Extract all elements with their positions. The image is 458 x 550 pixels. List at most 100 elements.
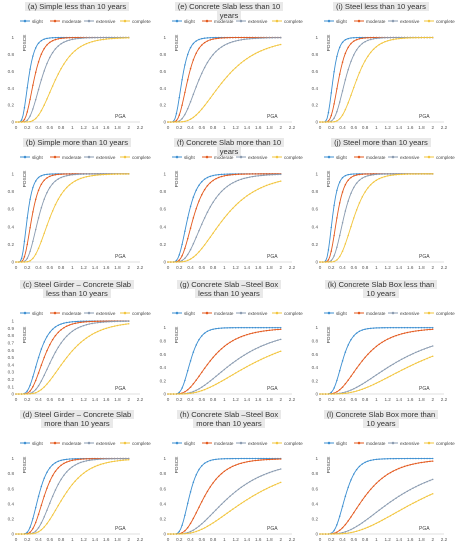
data-point-slight [212, 36, 214, 39]
y-tick-label: 0.8 [8, 189, 15, 194]
legend-entry: slight [324, 19, 347, 24]
data-point-complete [234, 506, 237, 508]
legend-marker [123, 19, 127, 23]
chart-title-line: (g) Concrete Slab –Steel Box [176, 280, 282, 289]
data-point-extensive [91, 459, 93, 461]
data-point-slight [209, 459, 212, 462]
x-tick-label: 1.4 [396, 537, 403, 542]
data-point-complete [102, 328, 105, 331]
data-point-slight [338, 46, 341, 48]
data-point-complete [226, 75, 228, 78]
legend-label: complete [284, 19, 303, 24]
data-point-extensive [88, 323, 91, 325]
data-point-complete [330, 121, 333, 123]
data-point-extensive [341, 90, 344, 92]
data-point-complete [412, 502, 414, 505]
data-point-extensive [369, 38, 372, 41]
data-point-moderate [54, 334, 57, 337]
data-point-moderate [251, 460, 254, 462]
x-axis-label: PGA [419, 386, 430, 392]
data-point-extensive [99, 458, 102, 460]
data-point-complete [57, 198, 60, 201]
data-point-complete [248, 364, 251, 366]
data-point-extensive [254, 477, 257, 480]
data-point-complete [184, 393, 186, 395]
chart-title-line: more than 10 years [193, 419, 265, 429]
data-point-complete [409, 504, 411, 506]
data-point-complete [372, 181, 375, 183]
x-tick-label: 1.8 [114, 397, 121, 402]
data-point-complete [23, 393, 26, 395]
data-point-slight [355, 468, 358, 471]
y-tick-label: 0 [163, 532, 166, 537]
data-point-moderate [378, 479, 380, 482]
chart-title-line: (k) Concrete Slab Box less than [324, 280, 438, 289]
data-point-complete [74, 49, 76, 52]
data-point-slight [46, 471, 48, 473]
data-point-moderate [195, 512, 197, 514]
data-point-slight [333, 204, 335, 207]
data-point-slight [184, 230, 186, 232]
data-point-moderate [237, 463, 240, 465]
data-point-complete [57, 73, 60, 75]
data-point-moderate [80, 321, 82, 324]
data-point-extensive [63, 338, 65, 341]
data-point-moderate [65, 325, 68, 327]
data-point-complete [74, 480, 76, 482]
legend-label: complete [436, 19, 455, 24]
y-tick-label: 1 [11, 35, 14, 40]
data-point-slight [181, 78, 183, 81]
data-point-extensive [37, 385, 40, 387]
data-point-complete [212, 232, 214, 234]
data-point-slight [330, 226, 333, 229]
legend-marker [239, 155, 243, 159]
data-point-extensive [254, 348, 257, 350]
x-tick-label: 0.6 [47, 125, 54, 130]
y-tick-label: 1 [11, 171, 14, 176]
data-point-moderate [46, 177, 48, 179]
data-point-extensive [88, 37, 91, 39]
x-axis-label: PGA [115, 386, 126, 392]
data-point-complete [18, 393, 20, 395]
x-tick-label: 2 [431, 537, 434, 542]
legend-entry: complete [272, 311, 303, 316]
data-point-complete [400, 37, 403, 40]
data-point-moderate [263, 173, 265, 175]
data-point-complete [20, 393, 23, 395]
data-point-slight [243, 457, 245, 460]
data-point-complete [125, 37, 127, 39]
data-point-moderate [49, 41, 51, 44]
legend-marker [175, 441, 179, 445]
data-point-complete [327, 533, 330, 535]
data-point-slight [347, 37, 349, 40]
series-line-extensive [16, 320, 129, 395]
data-point-extensive [82, 37, 85, 39]
data-point-slight [384, 458, 386, 460]
data-point-moderate [403, 465, 406, 468]
legend-marker [239, 311, 243, 315]
y-tick-label: 0.6 [160, 352, 167, 357]
data-point-complete [330, 393, 333, 395]
data-point-complete [80, 45, 82, 48]
data-point-complete [358, 389, 361, 391]
data-point-moderate [184, 530, 186, 532]
data-point-extensive [122, 320, 124, 323]
legend-marker [275, 441, 279, 445]
data-point-complete [268, 354, 271, 357]
data-point-slight [372, 459, 375, 461]
data-point-extensive [215, 375, 217, 378]
data-point-moderate [215, 37, 217, 40]
data-point-moderate [384, 475, 386, 477]
data-point-slight [338, 181, 341, 183]
y-tick-label: 0.2 [312, 242, 319, 247]
data-point-complete [60, 364, 62, 366]
data-point-extensive [99, 321, 102, 324]
data-point-extensive [338, 234, 341, 237]
data-point-extensive [127, 457, 130, 460]
series-line-complete [320, 493, 433, 535]
x-tick-label: 2 [431, 397, 434, 402]
data-point-moderate [91, 457, 93, 460]
data-point-complete [167, 393, 169, 395]
data-point-extensive [381, 370, 383, 372]
data-point-moderate [175, 119, 178, 122]
